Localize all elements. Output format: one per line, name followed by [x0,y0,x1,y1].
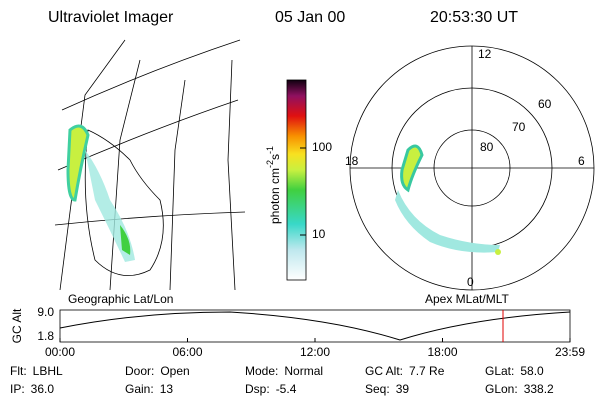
info-label: GLat: [485,364,514,378]
altitude-axis-label: GC Alt [10,308,24,343]
info-label: Dsp: [245,382,270,396]
altitude-tick-label: 9.0 [37,305,54,319]
altitude-tick-label: 1.8 [37,329,54,343]
time: 20:53:30 UT [430,9,518,26]
info-label: GLon: [485,382,518,396]
geographic-map [54,39,246,291]
mlt-label: 18 [345,154,359,168]
altitude-x-tick-label: 23:59 [555,345,585,359]
altitude-x-tick-label: 18:00 [427,345,457,359]
date: 05 Jan 00 [275,9,345,26]
panel-label: Geographic Lat/Lon [68,292,173,306]
colorbar-tick-label: 10 [312,227,326,241]
info-label: Flt: [10,364,27,378]
info-value: 39 [396,382,410,396]
info-value: 7.7 Re [409,364,445,378]
info-label: GC Alt: [365,364,403,378]
info-value: LBHL [33,364,63,378]
colorbar-tick-label: 100 [312,140,332,154]
lat-label: 60 [538,97,552,111]
mlt-label: 12 [478,47,492,61]
info-label: Mode: [245,364,278,378]
altitude-x-tick-label: 00:00 [45,345,75,359]
info-value: 338.2 [524,382,554,396]
lat-label: 80 [480,140,494,154]
info-label: Gain: [125,382,154,396]
info-value: Open [160,364,189,378]
info-label: Door: [125,364,154,378]
info-value: 36.0 [31,382,55,396]
altitude-x-tick-label: 06:00 [172,345,202,359]
mlt-label: 0 [467,275,474,289]
altitude-curve [59,311,571,341]
info-value: -5.4 [276,382,297,396]
info-label: Seq: [365,382,390,396]
info-label: IP: [10,382,25,396]
lat-label: 70 [512,120,526,134]
mlt-label: 6 [578,154,585,168]
colorbar-label: photon cm-2s-1 [265,146,282,224]
info-value: 58.0 [520,364,544,378]
panel-label: Apex MLat/MLT [425,292,509,306]
altitude-x-tick-label: 12:00 [300,345,330,359]
info-value: Normal [284,364,323,378]
colorbar [286,79,307,281]
info-value: 13 [160,382,174,396]
polar-plot [349,45,595,291]
instrument: Ultraviolet Imager [48,9,174,26]
